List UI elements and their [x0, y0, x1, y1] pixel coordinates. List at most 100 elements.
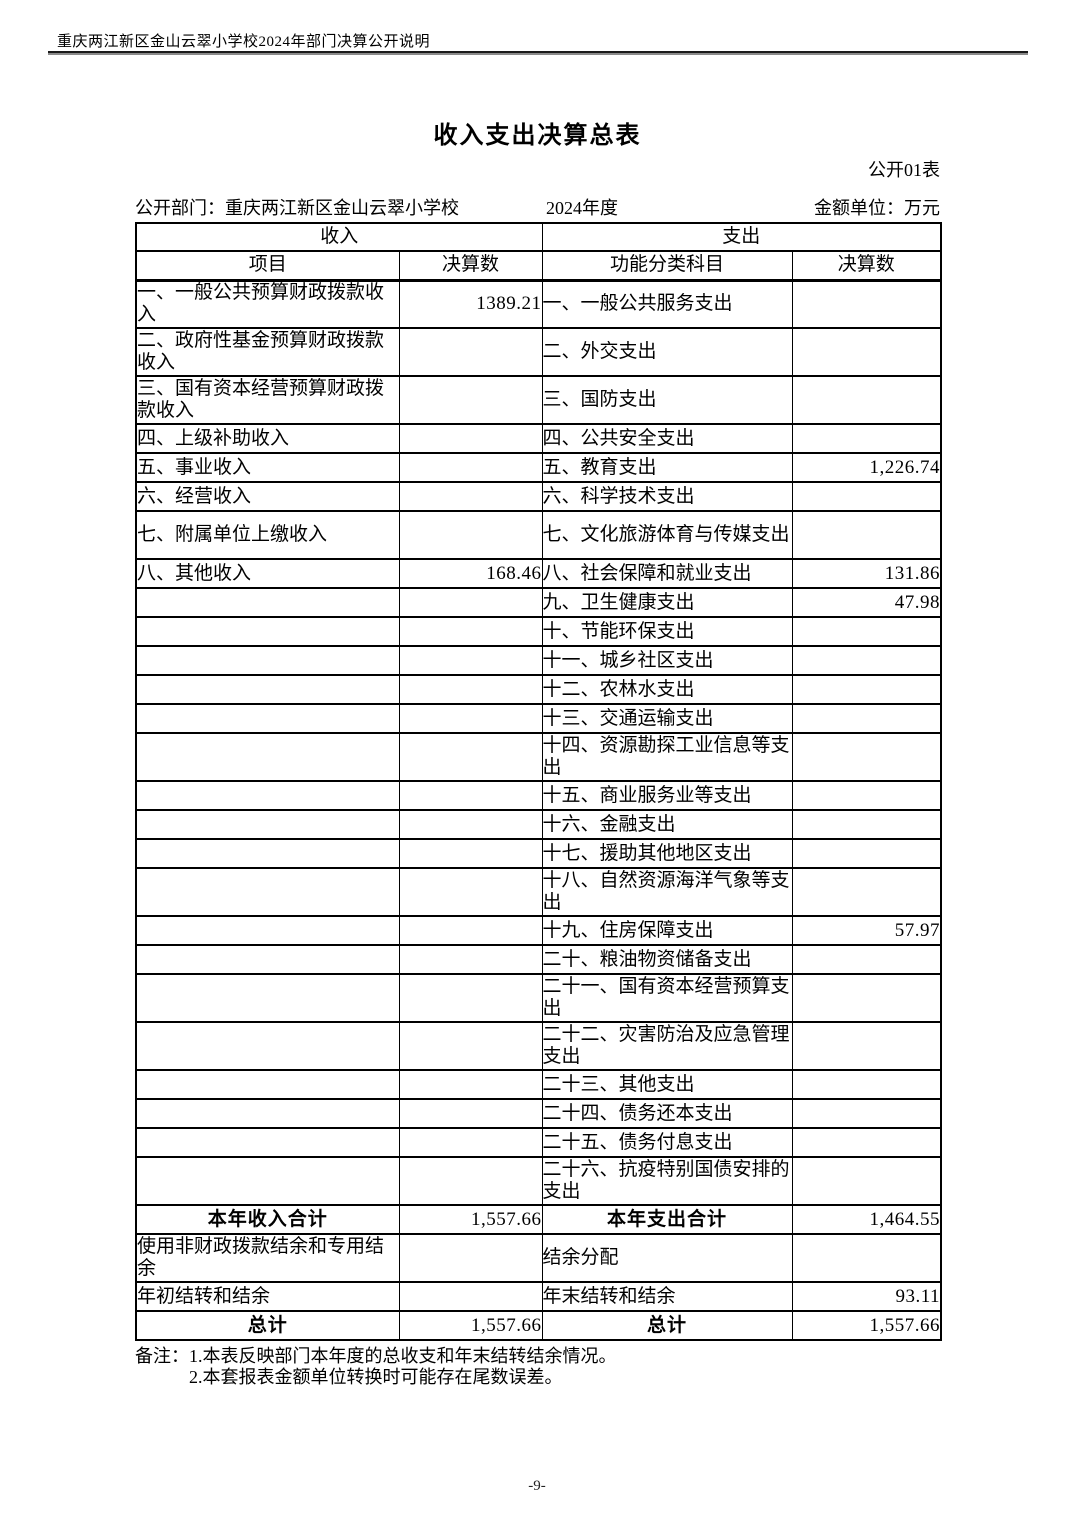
table-row: 十八、自然资源海洋气象等支出: [135, 867, 942, 917]
table-row: 二十五、债务付息支出: [135, 1127, 942, 1158]
table-row: 总计 1,557.66 总计 1,557.66: [135, 1310, 942, 1341]
table-title: 收入支出决算总表: [433, 123, 642, 149]
expense-value-cell: [791, 645, 942, 676]
income-value-cell: [398, 375, 543, 425]
table-row: 十四、资源勘探工业信息等支出: [135, 732, 942, 782]
expense-section-header: 支出: [541, 222, 942, 252]
expense-item-cell: 二十三、其他支出: [541, 1069, 793, 1100]
income-item-cell: [135, 1098, 400, 1129]
expense-item-cell: 十八、自然资源海洋气象等支出: [541, 867, 793, 917]
table-code-label: 公开01表: [868, 160, 940, 180]
page-number: -9-: [528, 1478, 546, 1494]
expense-value-column-header: 决算数: [791, 250, 942, 282]
income-item-cell: 八、其他收入: [135, 558, 400, 589]
expense-value-cell: [791, 674, 942, 705]
income-item-cell: [135, 944, 400, 975]
expense-item-cell: 一、一般公共服务支出: [541, 279, 793, 329]
expense-item-cell: 六、科学技术支出: [541, 481, 793, 512]
table-row: 本年收入合计 1,557.66 本年支出合计 1,464.55: [135, 1204, 942, 1235]
income-value-cell: [398, 732, 543, 782]
expense-item-cell: 总计: [541, 1310, 793, 1341]
budget-summary-table: 收入 支出 项目 决算数 功能分类科目 决算数 一、一般公共预算财政拨款收入 13…: [135, 222, 943, 1341]
income-value-cell: [398, 973, 543, 1023]
table-notes: 备注：1.本表反映部门本年度的总收支和年末结转结余情况。 2.本套报表金额单位转…: [135, 1346, 940, 1388]
income-value-cell: [398, 1233, 543, 1283]
expense-item-cell: 二十六、抗疫特别国债安排的支出: [541, 1156, 793, 1206]
expense-item-cell: 十六、金融支出: [541, 809, 793, 840]
income-item-cell: [135, 915, 400, 946]
table-row: 二十一、国有资本经营预算支出: [135, 973, 942, 1023]
expense-item-cell: 五、教育支出: [541, 452, 793, 483]
table-row: 二十六、抗疫特别国债安排的支出: [135, 1156, 942, 1206]
income-value-cell: [398, 674, 543, 705]
expense-item-cell: 八、社会保障和就业支出: [541, 558, 793, 589]
expense-item-column-header: 功能分类科目: [541, 250, 793, 282]
table-row: 二十四、债务还本支出: [135, 1098, 942, 1129]
expense-value-cell: [791, 973, 942, 1023]
income-value-cell: [398, 867, 543, 917]
expense-value-cell: [791, 375, 942, 425]
expense-item-cell: 十三、交通运输支出: [541, 703, 793, 734]
income-item-cell: [135, 1127, 400, 1158]
expense-item-cell: 二十、粮油物资储备支出: [541, 944, 793, 975]
income-value-cell: [398, 915, 543, 946]
income-value-cell: 1389.21: [398, 279, 543, 329]
expense-value-cell: [791, 838, 942, 869]
income-item-cell: 一、一般公共预算财政拨款收入: [135, 279, 400, 329]
income-value-cell: [398, 1156, 543, 1206]
income-value-cell: [398, 838, 543, 869]
income-item-cell: 本年收入合计: [135, 1204, 400, 1235]
expense-item-cell: 二十一、国有资本经营预算支出: [541, 973, 793, 1023]
expense-value-cell: [791, 1156, 942, 1206]
income-value-cell: [398, 1098, 543, 1129]
table-row: 一、一般公共预算财政拨款收入 1389.21 一、一般公共服务支出: [135, 279, 942, 329]
table-row: 八、其他收入 168.46 八、社会保障和就业支出 131.86: [135, 558, 942, 589]
expense-value-cell: [791, 1127, 942, 1158]
expense-value-cell: [791, 1233, 942, 1283]
income-value-cell: [398, 1021, 543, 1071]
expense-item-cell: 十二、农林水支出: [541, 674, 793, 705]
note-line-2: 2.本套报表金额单位转换时可能存在尾数误差。: [189, 1367, 563, 1387]
expense-value-cell: [791, 1069, 942, 1100]
income-value-cell: 168.46: [398, 558, 543, 589]
income-item-cell: 五、事业收入: [135, 452, 400, 483]
table-row: 十六、金融支出: [135, 809, 942, 840]
income-value-column-header: 决算数: [398, 250, 543, 282]
expense-value-cell: [791, 616, 942, 647]
income-item-cell: 使用非财政拨款结余和专用结余: [135, 1233, 400, 1283]
table-row: 十二、农林水支出: [135, 674, 942, 705]
income-item-cell: 六、经营收入: [135, 481, 400, 512]
income-item-cell: 年初结转和结余: [135, 1281, 400, 1312]
income-item-cell: 总计: [135, 1310, 400, 1341]
income-value-cell: [398, 1069, 543, 1100]
income-item-cell: [135, 809, 400, 840]
income-value-cell: [398, 510, 543, 560]
table-row: 十一、城乡社区支出: [135, 645, 942, 676]
expense-value-cell: [791, 867, 942, 917]
expense-item-cell: 十七、援助其他地区支出: [541, 838, 793, 869]
expense-value-cell: 47.98: [791, 587, 942, 618]
expense-item-cell: 二十二、灾害防治及应急管理支出: [541, 1021, 793, 1071]
table-row: 十三、交通运输支出: [135, 703, 942, 734]
income-value-cell: 1,557.66: [398, 1310, 543, 1341]
income-item-cell: 二、政府性基金预算财政拨款收入: [135, 327, 400, 377]
table-row: 十、节能环保支出: [135, 616, 942, 647]
table-row: 年初结转和结余 年末结转和结余 93.11: [135, 1281, 942, 1312]
table-row: 二十二、灾害防治及应急管理支出: [135, 1021, 942, 1071]
income-item-cell: [135, 732, 400, 782]
expense-item-cell: 九、卫生健康支出: [541, 587, 793, 618]
expense-value-cell: [791, 510, 942, 560]
department-label: 公开部门：重庆两江新区金山云翠小学校: [135, 198, 459, 218]
expense-item-cell: 十、节能环保支出: [541, 616, 793, 647]
table-row: 三、国有资本经营预算财政拨款收入 三、国防支出: [135, 375, 942, 425]
table-row: 十九、住房保障支出 57.97: [135, 915, 942, 946]
income-value-cell: [398, 645, 543, 676]
expense-item-cell: 二、外交支出: [541, 327, 793, 377]
table-row: 十七、援助其他地区支出: [135, 838, 942, 869]
column-header-row: 项目 决算数 功能分类科目 决算数: [135, 250, 942, 282]
document-body: 收入支出决算总表 公开01表 公开部门：重庆两江新区金山云翠小学校 2024年度…: [135, 122, 943, 1388]
income-section-header: 收入: [135, 222, 543, 252]
expense-item-cell: 十五、商业服务业等支出: [541, 780, 793, 811]
expense-item-cell: 二十四、债务还本支出: [541, 1098, 793, 1129]
header-rule: [48, 51, 1028, 55]
